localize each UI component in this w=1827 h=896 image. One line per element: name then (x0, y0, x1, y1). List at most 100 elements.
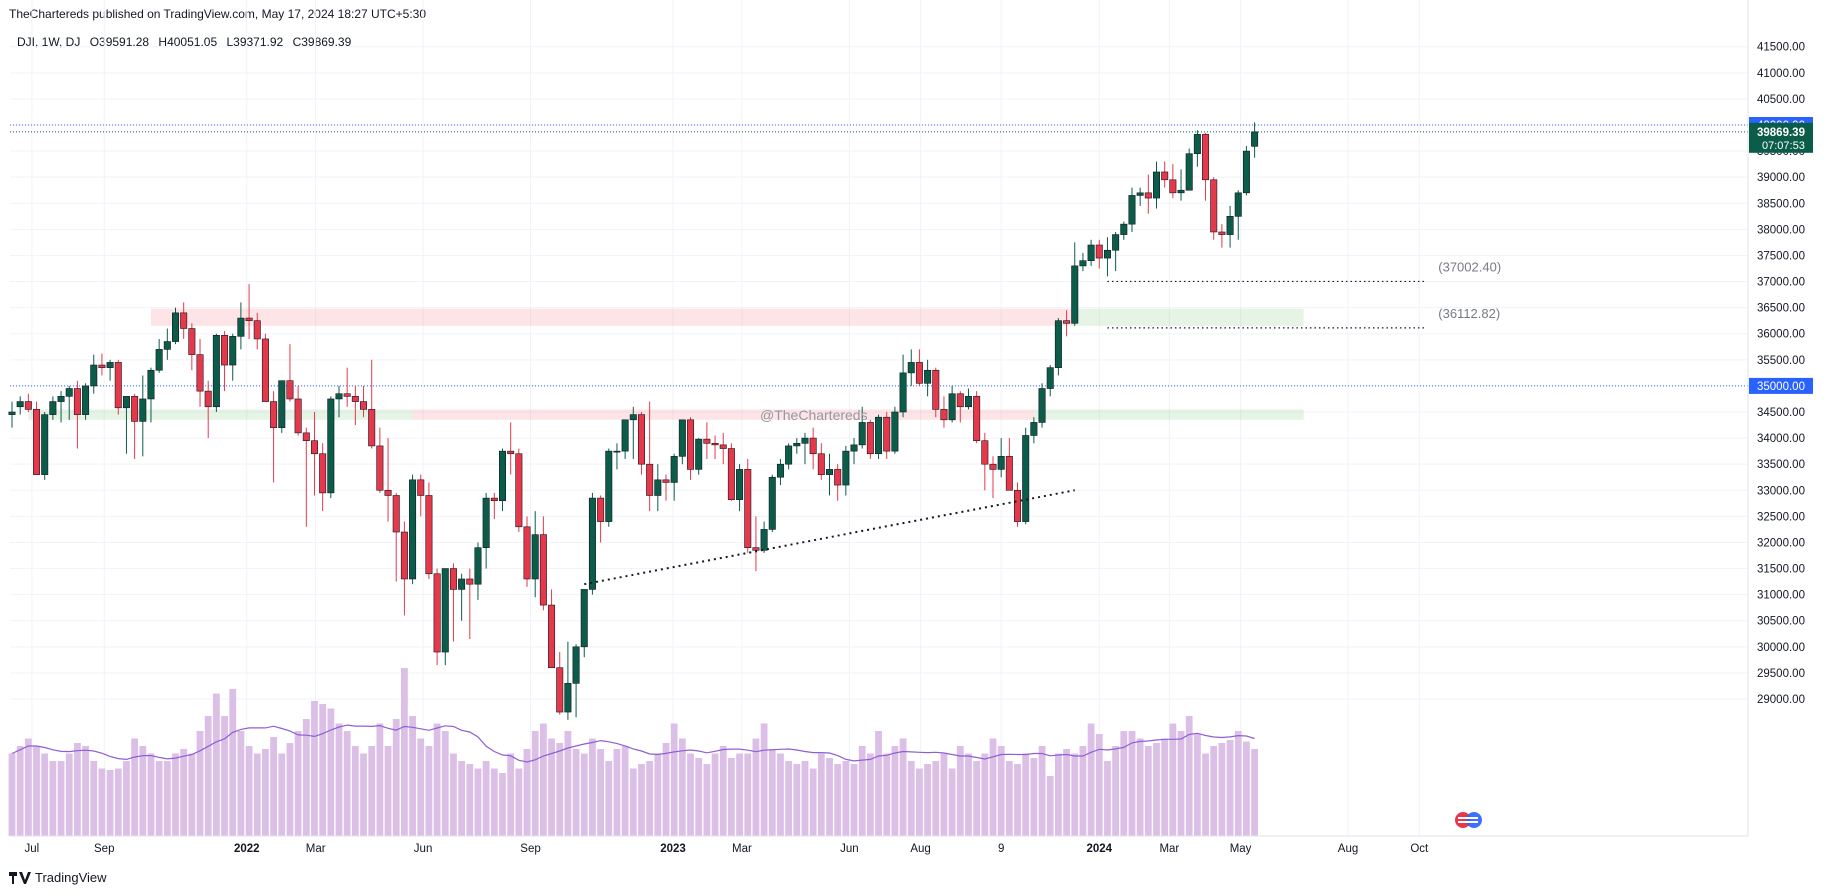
candle-body (1095, 244, 1103, 259)
candle-body (1079, 260, 1087, 267)
candle (711, 435, 719, 459)
volume-bar (1055, 753, 1062, 836)
candle (883, 412, 891, 459)
candle (425, 482, 433, 579)
candle-body (221, 334, 229, 366)
candle-body (147, 369, 155, 400)
candle (253, 312, 261, 350)
volume-bar (302, 719, 310, 836)
volume-bar (1046, 776, 1054, 836)
countdown-label: 07:07:53 (1762, 140, 1805, 152)
candle (580, 589, 588, 658)
volume-bar (866, 753, 874, 836)
symbol-label[interactable]: DJI, 1W, DJ (17, 35, 81, 49)
volume-bar (1120, 731, 1128, 836)
volume-bar (891, 746, 899, 836)
candle-body (335, 393, 343, 400)
candle-body (801, 437, 809, 444)
time-axis[interactable]: Jul Sep 2022 Mar Jun Sep 2023 Mar Jun Aug 9 2024 Mar… (25, 843, 1430, 855)
price-tick-label: 33500.00 (1757, 459, 1805, 471)
candle (482, 492, 490, 569)
price-tick-label: 37000.00 (1757, 277, 1805, 289)
volume-bar (474, 768, 482, 836)
candle (490, 492, 498, 519)
candle (122, 396, 130, 454)
candle-body (1120, 223, 1128, 235)
volume-bar (327, 708, 335, 836)
volume-bar (417, 738, 425, 836)
candle (360, 385, 368, 418)
candle-body (310, 440, 318, 455)
price-tick-label: 36500.00 (1757, 303, 1805, 315)
price-tick-label: 35500.00 (1757, 355, 1805, 367)
volume-bar (82, 746, 89, 836)
volume-bar (458, 761, 466, 836)
candle-body (834, 469, 842, 486)
price-annotations: (37002.40) (36112.82) (1107, 259, 1501, 329)
volume-bar (670, 723, 678, 836)
candle-body (196, 354, 204, 392)
volume-bar (654, 753, 662, 836)
candle-body (1193, 134, 1201, 155)
volume-bar (1210, 746, 1218, 836)
volume-bar (965, 753, 972, 836)
candle (866, 419, 874, 459)
candle-body (940, 409, 948, 421)
candle (834, 464, 842, 501)
candle (131, 393, 139, 459)
volume-bar (98, 768, 106, 836)
volume-bar (1161, 738, 1169, 836)
candle (793, 438, 801, 454)
volume-bar (368, 746, 376, 836)
candle (956, 391, 964, 423)
candle (180, 302, 188, 339)
candle-body (343, 393, 351, 397)
volume-bar (188, 753, 196, 836)
candle (441, 568, 449, 666)
candle-body (368, 409, 376, 447)
candle-body (482, 497, 490, 548)
candle (1095, 239, 1103, 269)
volume-bar (1038, 746, 1046, 836)
volume-bar (147, 753, 155, 836)
candle-body (703, 438, 711, 444)
candle (498, 448, 506, 512)
volume-bar (229, 689, 237, 836)
candle (948, 385, 956, 423)
candle-body (449, 568, 457, 590)
time-tick-label: Jun (414, 843, 433, 855)
price-tick-label: 34000.00 (1757, 433, 1805, 445)
volume-bar (539, 723, 547, 836)
volume-bar (523, 749, 531, 836)
candle-body (1169, 179, 1177, 194)
candle (302, 427, 310, 527)
candle (57, 391, 65, 423)
candle (1112, 231, 1120, 272)
candle (613, 443, 621, 470)
volume-bar (589, 738, 596, 836)
volume-bar (114, 768, 122, 836)
volume-bar (24, 738, 32, 836)
price-tick-label: 39000.00 (1757, 172, 1805, 184)
candle-body (131, 396, 139, 422)
price-tick-label: 31500.00 (1757, 564, 1805, 576)
candle (114, 359, 122, 415)
volume-bar (1079, 746, 1087, 836)
time-tick-label: 9 (998, 843, 1004, 855)
time-tick-label: Aug (1338, 843, 1358, 855)
flag-icon[interactable] (1455, 812, 1482, 828)
volume-bar (180, 749, 188, 836)
volume-bar (131, 738, 139, 836)
candle-body (351, 396, 359, 402)
candle (727, 443, 735, 501)
candle-body (793, 443, 801, 447)
price-tick-label: 40500.00 (1757, 94, 1805, 106)
volume-bar (1128, 731, 1136, 836)
volume-bar (278, 753, 286, 836)
candle-body (417, 479, 425, 496)
candle-body (1185, 153, 1193, 191)
candle (90, 354, 98, 394)
price-label-text: 35000.00 (1757, 381, 1805, 393)
